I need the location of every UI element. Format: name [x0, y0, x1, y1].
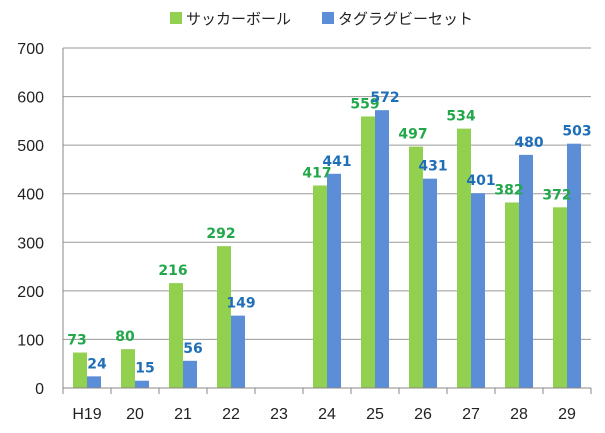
- bar-soccer-ball: [217, 246, 231, 388]
- data-label-soccer-ball: 216: [158, 263, 187, 279]
- legend-label-tag-rugby-set: タグラグビーセット: [338, 10, 473, 28]
- data-label-tag-rugby-set: 149: [226, 296, 255, 312]
- data-label-soccer-ball: 559: [350, 96, 379, 112]
- bar-soccer-ball: [553, 207, 567, 388]
- legend-label-soccer-ball: サッカーボール: [186, 10, 291, 28]
- x-tick-label: 23: [270, 406, 288, 423]
- data-label-soccer-ball: 417: [302, 165, 331, 181]
- data-label-tag-rugby-set: 441: [322, 154, 351, 170]
- legend: サッカーボール タグラグビーセット: [170, 10, 473, 28]
- bar-tag-rugby-set: [183, 360, 197, 388]
- data-label-soccer-ball: 372: [542, 187, 571, 203]
- bar-soccer-ball: [505, 202, 519, 388]
- y-axis: 0 100 200 300 400 500 600 700: [17, 41, 64, 398]
- bar-soccer-ball: [121, 349, 135, 388]
- x-tick-label: H19: [72, 406, 101, 423]
- legend-swatch-soccer-ball: [170, 12, 182, 24]
- x-tick-label: 22: [222, 406, 240, 423]
- data-label-tag-rugby-set: 15: [135, 361, 154, 377]
- data-label-tag-rugby-set: 572: [370, 90, 399, 106]
- y-tick-label: 400: [17, 187, 44, 204]
- y-tick-label: 700: [17, 41, 44, 58]
- x-tick-label: 29: [558, 406, 576, 423]
- x-tick-label: 25: [366, 406, 384, 423]
- x-tick-label: 26: [414, 406, 432, 423]
- y-tick-label: 100: [17, 332, 44, 349]
- data-label-soccer-ball: 80: [115, 329, 135, 345]
- x-axis: H19 20 21 22 23 24 25 26 27 28 29: [62, 387, 592, 423]
- bar-tag-rugby-set: [231, 315, 245, 388]
- bar-tag-rugby-set: [567, 143, 581, 388]
- bar-soccer-ball: [409, 146, 423, 388]
- legend-swatch-tag-rugby-set: [322, 12, 334, 24]
- x-tick-label: 24: [318, 406, 336, 423]
- x-tick-label: 27: [462, 406, 480, 423]
- data-label-tag-rugby-set: 56: [183, 341, 202, 357]
- data-label-tag-rugby-set: 401: [466, 173, 495, 189]
- bar-soccer-ball: [169, 283, 183, 388]
- bar-soccer-ball: [457, 128, 471, 388]
- bar-soccer-ball: [313, 185, 327, 388]
- y-tick-label: 0: [35, 381, 44, 398]
- data-label-tag-rugby-set: 503: [562, 124, 591, 140]
- bar-tag-rugby-set: [519, 154, 533, 388]
- bar-tag-rugby-set: [327, 173, 341, 388]
- bar-soccer-ball: [361, 116, 375, 388]
- bar-soccer-ball: [73, 352, 87, 388]
- data-label-soccer-ball: 292: [206, 226, 235, 242]
- x-tick-label: 21: [174, 406, 192, 423]
- x-tick-label: 20: [126, 406, 144, 423]
- bar-tag-rugby-set: [471, 193, 485, 388]
- bar-tag-rugby-set: [135, 380, 149, 388]
- data-label-soccer-ball: 382: [494, 182, 523, 198]
- bar-tag-rugby-set: [375, 110, 389, 389]
- bar-tag-rugby-set: [87, 376, 101, 388]
- data-label-soccer-ball: 534: [446, 109, 475, 125]
- x-tick-label: 28: [510, 406, 528, 423]
- bar-tag-rugby-set: [423, 178, 437, 388]
- y-tick-label: 600: [17, 90, 44, 107]
- y-tick-label: 500: [17, 138, 44, 155]
- y-tick-label: 300: [17, 235, 44, 252]
- y-tick-label: 200: [17, 284, 44, 301]
- data-label-soccer-ball: 73: [67, 333, 86, 349]
- data-label-tag-rugby-set: 24: [87, 356, 107, 372]
- data-label-tag-rugby-set: 480: [514, 135, 543, 151]
- data-label-tag-rugby-set: 431: [418, 159, 447, 175]
- bars: [73, 110, 581, 389]
- data-label-soccer-ball: 497: [398, 127, 427, 143]
